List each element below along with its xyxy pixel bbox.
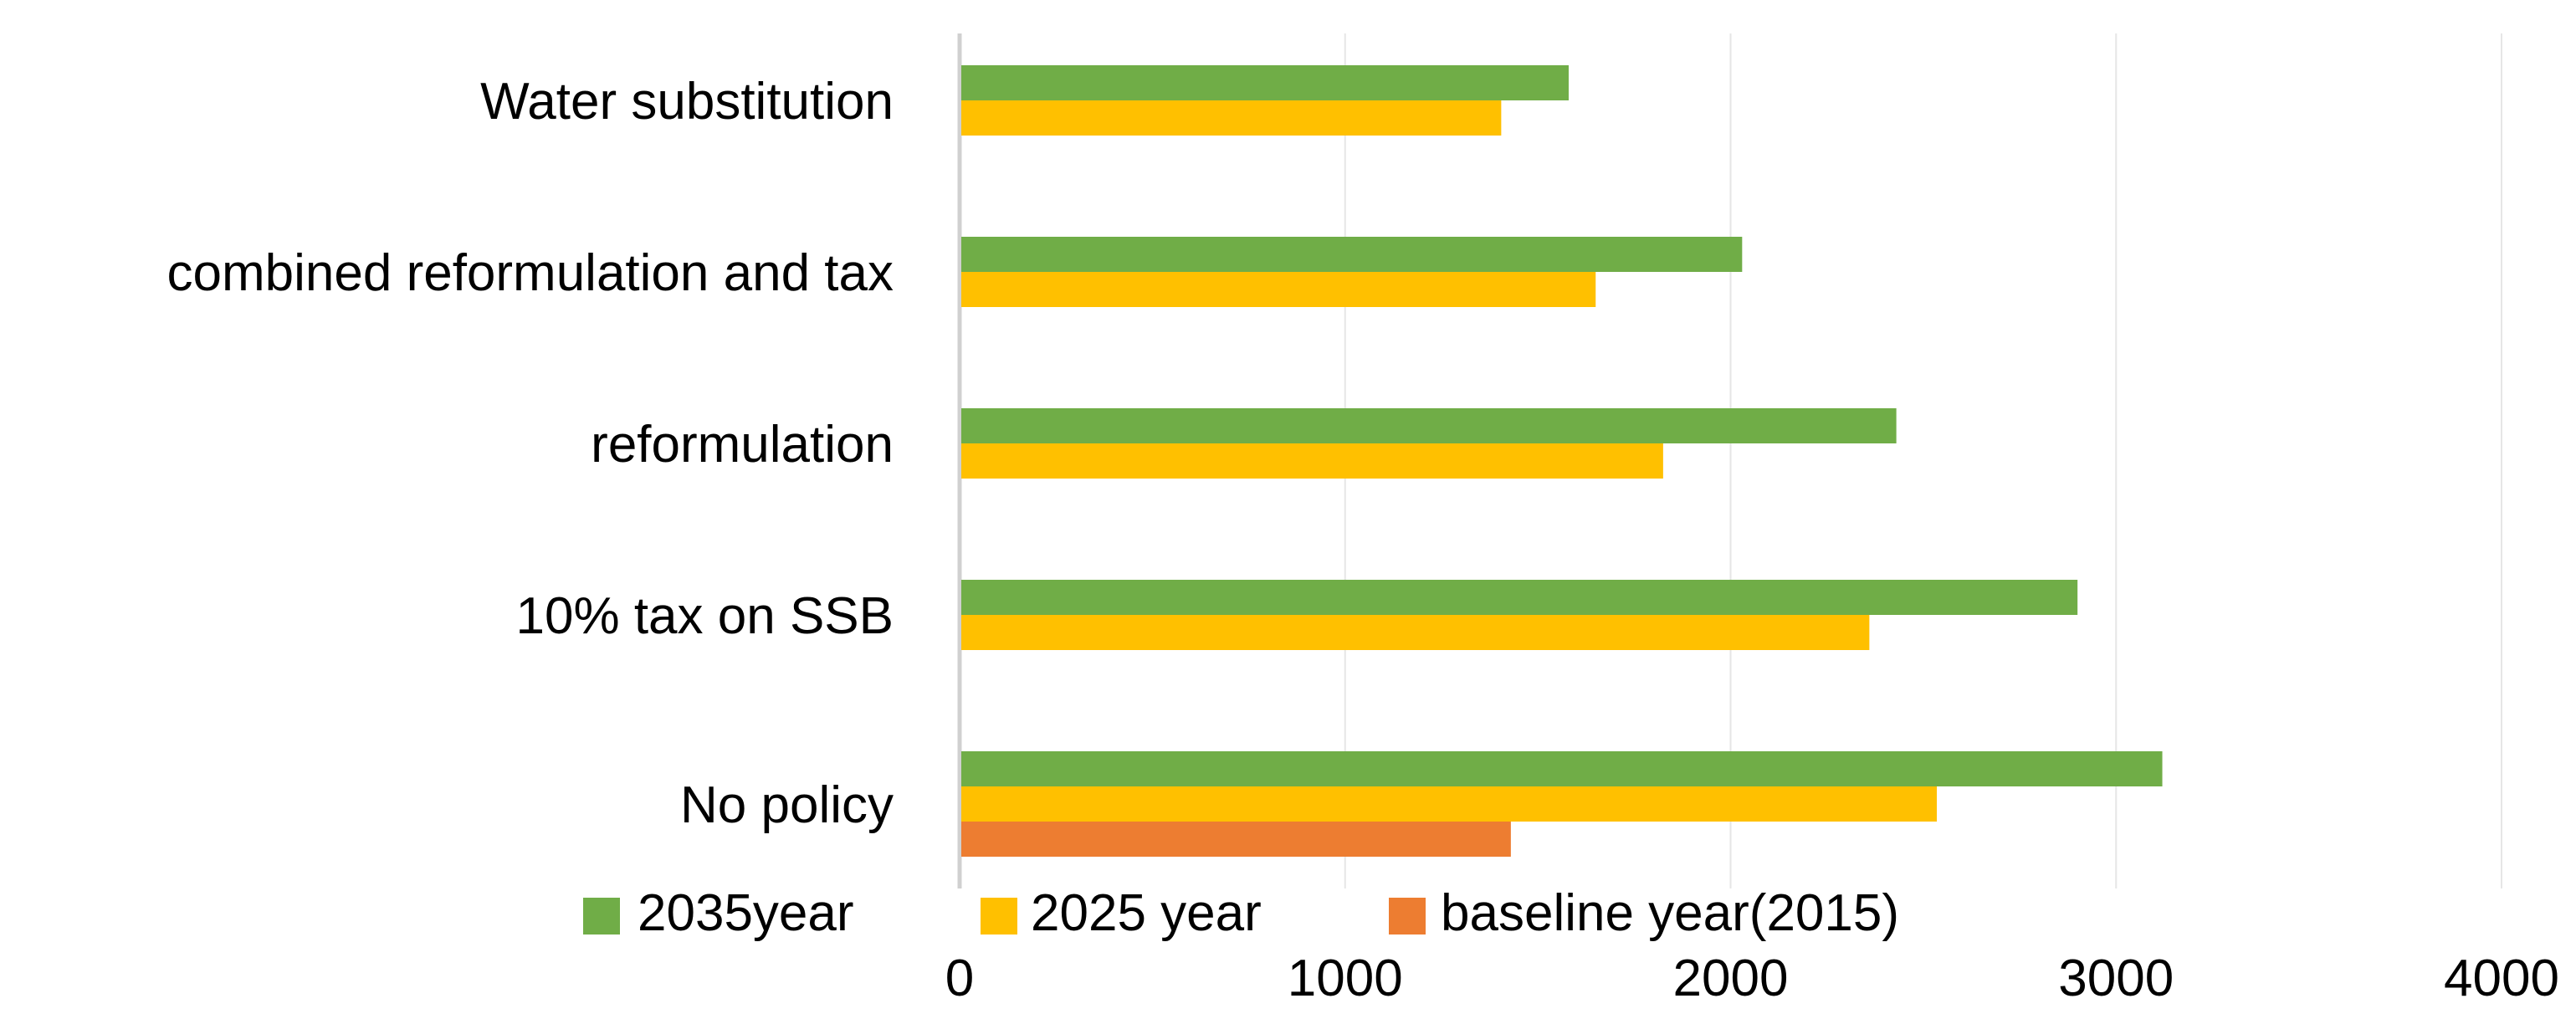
legend-swatch bbox=[1389, 898, 1426, 935]
category-label: 10% tax on SSB bbox=[516, 587, 894, 645]
x-tick-label: 1000 bbox=[1288, 950, 1403, 1007]
legend-label: baseline year(2015) bbox=[1441, 884, 1899, 942]
bar-baseline-year-2015--4 bbox=[961, 822, 1511, 857]
bar-2025-year-2 bbox=[961, 443, 1663, 479]
legend-label: 2035year bbox=[638, 884, 854, 942]
category-label: No policy bbox=[680, 776, 894, 834]
legend-swatch bbox=[981, 898, 1017, 935]
bars bbox=[961, 65, 2163, 857]
x-tick-label: 3000 bbox=[2058, 950, 2174, 1007]
x-tick-label: 2000 bbox=[1673, 950, 1789, 1007]
bar-2025-year-1 bbox=[961, 272, 1596, 307]
bar-2025-year-0 bbox=[961, 100, 1502, 136]
x-axis-tick-labels: 0 1000 2000 3000 4000 bbox=[945, 950, 2559, 1007]
bar-2025-year-3 bbox=[961, 615, 1870, 650]
bar-2035year-4 bbox=[961, 751, 2163, 786]
x-tick-label: 0 bbox=[945, 950, 974, 1007]
bar-2025-year-4 bbox=[961, 786, 1938, 822]
category-labels: Water substitution combined reformulation… bbox=[167, 73, 894, 834]
x-tick-label: 4000 bbox=[2444, 950, 2559, 1007]
category-label: Water substitution bbox=[480, 73, 894, 131]
bar-2035year-1 bbox=[961, 237, 1743, 272]
category-label: reformulation bbox=[591, 416, 894, 474]
bar-2035year-0 bbox=[961, 65, 1569, 100]
legend-swatch bbox=[583, 898, 620, 935]
bar-2035year-2 bbox=[961, 408, 1897, 443]
category-label: combined reformulation and tax bbox=[167, 244, 894, 302]
legend-label: 2025 year bbox=[1031, 884, 1262, 942]
bar-2035year-3 bbox=[961, 580, 2078, 615]
legend: 2035year 2025 year baseline year(2015) bbox=[583, 884, 1899, 942]
